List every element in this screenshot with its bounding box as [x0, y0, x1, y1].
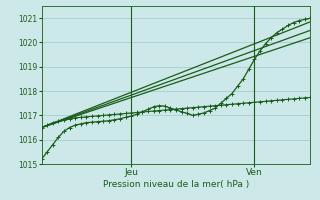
- X-axis label: Pression niveau de la mer( hPa ): Pression niveau de la mer( hPa ): [103, 180, 249, 189]
